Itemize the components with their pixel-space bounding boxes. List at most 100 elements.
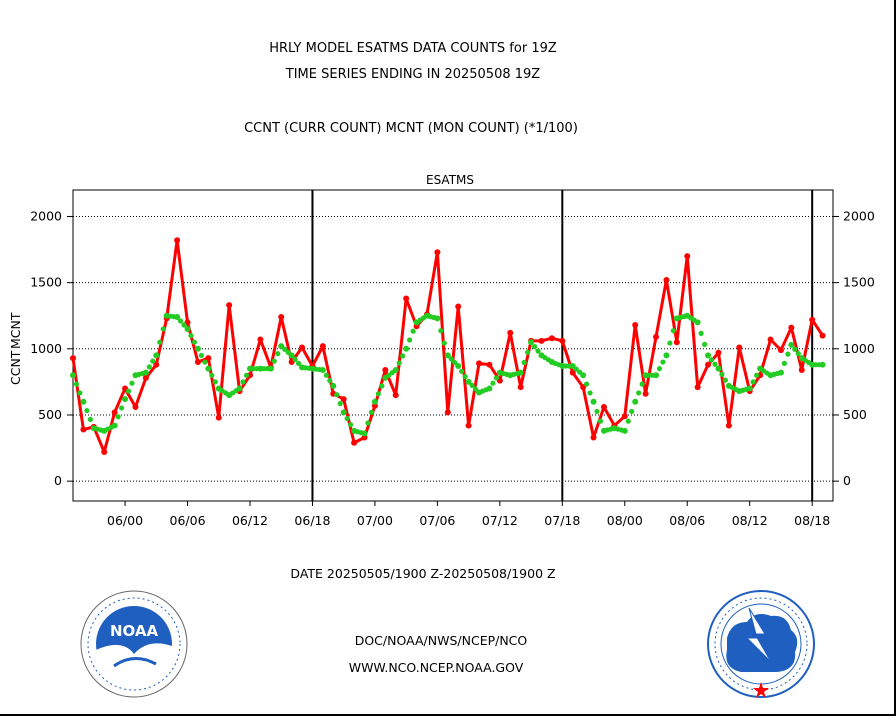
dot-mcnt bbox=[368, 409, 375, 415]
x-tick-label: 06/12 bbox=[232, 513, 268, 528]
point-ccnt bbox=[621, 413, 628, 420]
point-mcnt bbox=[70, 372, 76, 379]
point-mcnt bbox=[215, 385, 222, 392]
dot-mcnt bbox=[656, 366, 663, 372]
y-tick-label-left: 1000 bbox=[30, 341, 62, 356]
point-mcnt bbox=[267, 365, 274, 372]
point-mcnt bbox=[715, 365, 722, 372]
dot-mcnt bbox=[521, 359, 527, 366]
point-ccnt bbox=[715, 349, 722, 356]
dot-mcnt bbox=[587, 390, 593, 396]
point-mcnt bbox=[403, 345, 410, 352]
point-mcnt bbox=[184, 325, 191, 332]
dot-mcnt bbox=[323, 372, 329, 378]
dot-mcnt bbox=[462, 374, 468, 380]
point-mcnt bbox=[226, 392, 233, 399]
point-ccnt bbox=[226, 302, 233, 309]
point-mcnt bbox=[153, 352, 160, 359]
point-mcnt bbox=[725, 382, 732, 389]
dot-mcnt bbox=[191, 339, 198, 345]
footer-url: WWW.NCO.NCEP.NOAA.GOV bbox=[349, 660, 524, 675]
point-ccnt bbox=[538, 337, 545, 344]
point-mcnt bbox=[236, 385, 243, 392]
dot-mcnt bbox=[77, 390, 83, 396]
point-ccnt bbox=[80, 426, 87, 433]
point-ccnt bbox=[548, 335, 555, 342]
point-ccnt bbox=[642, 390, 649, 397]
point-mcnt bbox=[80, 398, 87, 405]
point-mcnt bbox=[798, 355, 805, 362]
point-mcnt bbox=[465, 378, 472, 385]
dot-mcnt bbox=[594, 408, 600, 415]
x-tick-label: 07/18 bbox=[544, 513, 580, 528]
date-range: DATE 20250505/1900 Z-20250508/1900 Z bbox=[290, 566, 555, 581]
dot-mcnt bbox=[469, 382, 475, 389]
dot-mcnt bbox=[472, 386, 479, 392]
x-tick-label: 08/12 bbox=[732, 513, 768, 528]
point-mcnt bbox=[559, 363, 566, 370]
point-ccnt bbox=[382, 366, 389, 373]
point-mcnt bbox=[517, 369, 524, 376]
point-mcnt bbox=[600, 427, 607, 434]
point-ccnt bbox=[299, 344, 306, 351]
point-mcnt bbox=[455, 363, 462, 370]
dot-mcnt bbox=[410, 328, 416, 334]
point-ccnt bbox=[507, 329, 514, 336]
point-mcnt bbox=[653, 372, 660, 379]
panel-label: ESATMS bbox=[426, 173, 474, 187]
point-mcnt bbox=[621, 427, 628, 434]
point-mcnt bbox=[413, 319, 420, 326]
point-ccnt bbox=[590, 434, 597, 441]
dot-mcnt bbox=[334, 392, 340, 398]
point-mcnt bbox=[673, 315, 680, 322]
dot-mcnt bbox=[597, 418, 604, 424]
point-mcnt bbox=[299, 364, 306, 371]
dot-mcnt bbox=[181, 322, 187, 328]
point-mcnt bbox=[642, 372, 649, 379]
point-mcnt bbox=[434, 315, 441, 322]
point-mcnt bbox=[705, 352, 712, 359]
point-ccnt bbox=[517, 384, 524, 391]
point-mcnt bbox=[319, 366, 326, 373]
dot-mcnt bbox=[375, 391, 381, 397]
point-ccnt bbox=[205, 355, 212, 362]
point-mcnt bbox=[371, 398, 378, 405]
dot-mcnt bbox=[379, 383, 385, 389]
dot-mcnt bbox=[240, 379, 246, 385]
point-mcnt bbox=[246, 365, 253, 372]
point-ccnt bbox=[663, 276, 670, 283]
point-mcnt bbox=[309, 365, 316, 372]
point-ccnt bbox=[174, 237, 181, 244]
point-mcnt bbox=[423, 312, 430, 319]
dot-mcnt bbox=[344, 415, 350, 422]
y-tick-label-left: 0 bbox=[54, 473, 62, 488]
dot-mcnt bbox=[448, 356, 454, 362]
point-ccnt bbox=[132, 404, 139, 411]
point-ccnt bbox=[444, 409, 451, 416]
point-mcnt bbox=[174, 314, 181, 321]
point-ccnt bbox=[101, 449, 108, 456]
y-tick-label-right: 0 bbox=[843, 473, 851, 488]
dot-mcnt bbox=[792, 346, 798, 352]
x-tick-label: 08/06 bbox=[669, 513, 705, 528]
point-ccnt bbox=[194, 359, 201, 366]
point-ccnt bbox=[559, 337, 566, 344]
x-tick-label: 08/00 bbox=[607, 513, 643, 528]
legend-line: CCNT (CURR COUNT) MCNT (MON COUNT) (*1/1… bbox=[244, 121, 578, 136]
dot-mcnt bbox=[129, 380, 135, 386]
dot-mcnt bbox=[712, 361, 718, 367]
tick-labels: 0 0 500 500 1000 1000 1500 1500 2000 2000 06/00 06/… bbox=[30, 208, 875, 528]
point-mcnt bbox=[330, 382, 337, 389]
point-mcnt bbox=[538, 352, 545, 359]
y-label-mcnt: MCNT bbox=[8, 312, 23, 349]
dot-mcnt bbox=[327, 377, 333, 384]
point-ccnt bbox=[319, 343, 326, 350]
point-mcnt bbox=[694, 319, 701, 326]
dot-mcnt bbox=[708, 357, 715, 363]
point-mcnt bbox=[777, 369, 784, 376]
series-layer bbox=[70, 237, 826, 456]
point-ccnt bbox=[673, 339, 680, 346]
dot-mcnt bbox=[584, 381, 590, 387]
dot-mcnt bbox=[493, 375, 499, 381]
point-mcnt bbox=[90, 425, 97, 432]
